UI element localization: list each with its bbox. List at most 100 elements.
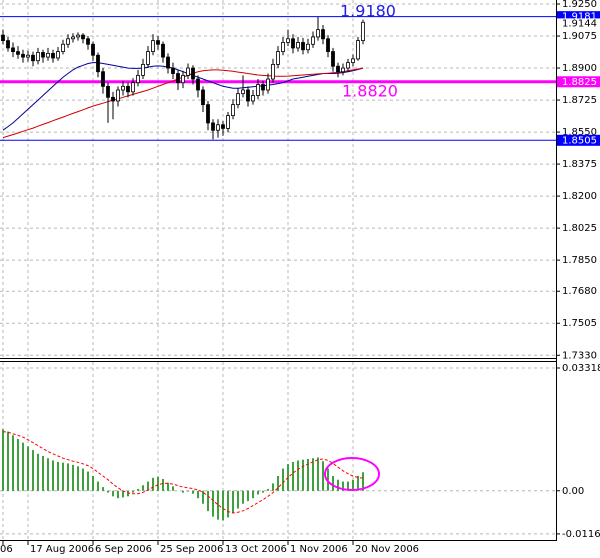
candle-body <box>11 47 15 52</box>
candle-body <box>286 38 290 43</box>
candle-body <box>166 56 170 69</box>
candle-body <box>101 71 105 87</box>
candle-body <box>331 51 335 67</box>
y-tick-label: 0.03318 <box>562 363 600 374</box>
candle-body <box>126 85 130 93</box>
last-price-label: 1.9144 <box>562 18 597 29</box>
candle-body <box>336 65 340 73</box>
candle-body <box>16 51 20 55</box>
x-tick-label: 20 Nov 2006 <box>355 544 419 555</box>
candle-body <box>326 38 330 52</box>
candle-body <box>196 78 200 91</box>
candle-body <box>31 54 35 62</box>
y-tick-label: 1.8200 <box>562 191 597 202</box>
candle-body <box>41 52 45 58</box>
candle-body <box>36 52 40 62</box>
annotation: 1.9180 <box>340 2 396 21</box>
candle-body <box>76 34 80 38</box>
y-tick-label: 1.8725 <box>562 95 597 106</box>
candle-body <box>311 36 315 45</box>
candle-body <box>66 38 70 45</box>
candle-body <box>256 84 260 96</box>
last-price-box <box>557 18 600 29</box>
y-tick-label: 0.00 <box>562 486 584 497</box>
candle-body <box>281 42 285 52</box>
candle-body <box>21 53 25 58</box>
annotation: 1.8820 <box>342 82 398 101</box>
candle-body <box>116 89 120 102</box>
candle-body <box>361 21 365 42</box>
level-label-box <box>557 76 600 88</box>
candle-body <box>236 93 240 106</box>
y-tick-label: 1.7680 <box>562 286 597 297</box>
y-tick-label: 1.7850 <box>562 255 597 266</box>
candle-body <box>71 36 75 40</box>
candle-body <box>181 74 185 84</box>
x-tick-label: 13 Oct 2006 <box>225 544 287 555</box>
x-tick-label: 17 Aug 2006 <box>30 544 94 555</box>
candle-body <box>306 43 310 51</box>
y-tick-label: 1.7330 <box>562 350 597 361</box>
candle-body <box>156 40 160 45</box>
candle-body <box>141 63 145 76</box>
candle-body <box>61 43 65 52</box>
candle-body <box>246 89 250 102</box>
x-tick-label: 6 Sep 2006 <box>95 544 152 555</box>
y-tick-label: 1.8550 <box>562 127 597 138</box>
candle-body <box>201 89 205 106</box>
candle-body <box>356 40 360 60</box>
candle-body <box>276 51 280 65</box>
level-label: 1.9181 <box>562 12 597 23</box>
candle-body <box>291 38 295 49</box>
level-label: 1.8505 <box>562 135 597 146</box>
candle-body <box>91 43 95 56</box>
candle-body <box>111 96 115 102</box>
candle-body <box>136 74 140 84</box>
candle-body <box>121 85 125 91</box>
candle-body <box>241 89 245 95</box>
candle-body <box>206 104 210 124</box>
candle-body <box>251 95 255 102</box>
signal-line <box>2 431 364 514</box>
candle-body <box>81 34 85 40</box>
level-label-box <box>557 11 600 23</box>
level-label-box <box>557 134 600 146</box>
candle-body <box>351 58 355 63</box>
candle-body <box>186 67 190 76</box>
candle-body <box>321 29 325 40</box>
candle-body <box>171 67 175 74</box>
candle-body <box>56 51 60 59</box>
candle-body <box>46 53 50 58</box>
candle-body <box>161 43 165 58</box>
y-tick-label: -0.01165 <box>562 529 600 540</box>
candle-body <box>221 124 225 129</box>
candle-body <box>51 53 55 59</box>
candle-body <box>261 84 265 91</box>
x-tick-label: 1 Nov 2006 <box>290 544 348 555</box>
candle-body <box>296 42 300 49</box>
x-tick-label: 25 Sep 2006 <box>160 544 223 555</box>
candle-body <box>86 38 90 45</box>
candle-body <box>316 29 320 38</box>
candle-body <box>176 73 180 84</box>
candle-body <box>26 54 30 58</box>
y-tick-label: 1.8900 <box>562 63 597 74</box>
candle-body <box>301 42 305 51</box>
candle-body <box>231 104 235 117</box>
candle-body <box>211 122 215 131</box>
candle-body <box>1 34 5 42</box>
x-tick-label: 06 <box>0 544 13 555</box>
y-tick-label: 1.8375 <box>562 159 597 170</box>
y-tick-label: 1.7505 <box>562 318 597 329</box>
candle-body <box>226 115 230 129</box>
candle-body <box>216 124 220 131</box>
candle-body <box>151 40 155 52</box>
plot <box>0 16 556 521</box>
candle-body <box>96 54 100 73</box>
y-tick-label: 1.9250 <box>562 0 597 10</box>
candle-body <box>191 67 195 80</box>
candle-body <box>131 82 135 93</box>
candle-body <box>346 62 350 69</box>
y-tick-label: 1.9075 <box>562 31 597 42</box>
